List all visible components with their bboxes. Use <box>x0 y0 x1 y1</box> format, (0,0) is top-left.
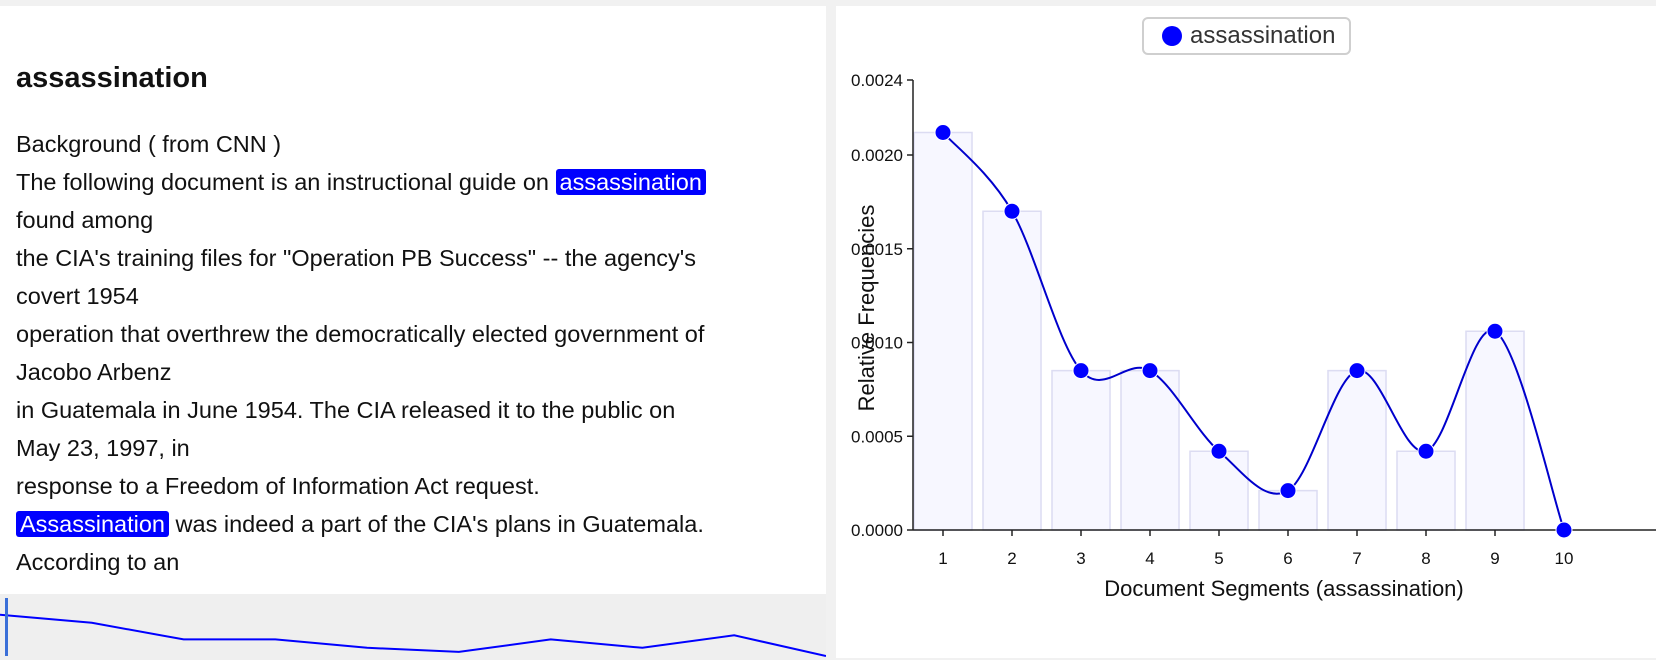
text-span: response to a Freedom of Information Act… <box>16 473 540 499</box>
y-axis-label: Relative Frequencies <box>854 205 879 412</box>
chart-bar <box>1396 450 1456 531</box>
text-span: was indeed a part of the CIA's plans in … <box>169 511 704 537</box>
document-minimap[interactable] <box>0 594 826 660</box>
text-span: Jacobo Arbenz <box>16 359 172 385</box>
document-line: The following document is an instruction… <box>16 163 816 201</box>
x-tick-label: 3 <box>1076 549 1085 568</box>
keyword-highlight[interactable]: assassination <box>555 169 706 195</box>
document-line: Jacobo Arbenz <box>16 353 816 391</box>
data-point <box>1072 362 1090 380</box>
document-line: the CIA's training files for "Operation … <box>16 239 816 277</box>
text-span: in Guatemala in June 1954. The CIA relea… <box>16 397 676 423</box>
data-point <box>1486 322 1504 340</box>
document-line: in Guatemala in June 1954. The CIA relea… <box>16 391 816 429</box>
chart-bar <box>982 210 1042 531</box>
legend-label: assassination <box>1190 22 1336 49</box>
text-span: found among <box>16 207 154 233</box>
x-tick-label: 5 <box>1214 549 1223 568</box>
y-tick-label: 0.0024 <box>851 71 903 90</box>
data-point <box>934 124 952 141</box>
chart-bar <box>913 131 973 531</box>
document-line: operation that overthrew the democratica… <box>16 315 816 353</box>
document-panel: assassination Background ( from CNN ) The… <box>0 6 826 660</box>
y-tick-label: 0.0020 <box>851 146 903 165</box>
document-line: May 23, 1997, in <box>16 429 816 467</box>
data-point <box>1417 442 1435 460</box>
x-axis-label: Document Segments (assassination) <box>1104 576 1464 601</box>
x-tick-label: 2 <box>1007 549 1016 568</box>
data-point <box>1003 202 1021 220</box>
text-span: operation that overthrew the democratica… <box>16 321 705 347</box>
data-point <box>1348 362 1366 380</box>
circle-marker-icon <box>1162 26 1182 46</box>
minimap-position-handle[interactable] <box>5 598 8 656</box>
text-span: Background ( from CNN ) <box>16 131 282 157</box>
document-text: Background ( from CNN ) The following doc… <box>16 125 816 581</box>
chart-bar <box>1465 330 1525 531</box>
text-span: According to an <box>16 549 180 575</box>
x-tick-label: 4 <box>1145 549 1154 568</box>
data-point <box>1141 362 1159 380</box>
data-point <box>1279 482 1297 500</box>
data-point <box>1210 442 1228 460</box>
document-line: covert 1954 <box>16 277 816 315</box>
y-tick-label: 0.0000 <box>851 521 903 540</box>
y-tick-label: 0.0015 <box>851 240 903 259</box>
x-tick-label: 1 <box>938 549 947 568</box>
keyword-highlight[interactable]: Assassination <box>16 511 169 537</box>
y-tick-label: 0.0010 <box>851 334 903 353</box>
text-span: covert 1954 <box>16 283 139 309</box>
chart-panel: assassination 0.0000 0.0005 0.0010 0.0015 0.… <box>836 6 1656 658</box>
document-title: assassination <box>16 62 208 94</box>
document-line: response to a Freedom of Information Act… <box>16 467 816 505</box>
data-point <box>1555 521 1573 539</box>
document-line: Background ( from CNN ) <box>16 125 816 163</box>
x-tick-label: 6 <box>1283 549 1292 568</box>
minimap-trend-line[interactable] <box>0 594 826 660</box>
text-span: May 23, 1997, in <box>16 435 190 461</box>
relative-frequency-chart: 0.0000 0.0005 0.0010 0.0015 0.0020 0.0024 1 2 3 4… <box>851 71 1656 601</box>
chart-bar <box>1051 369 1111 531</box>
minimap-line <box>0 613 826 657</box>
document-line: found among <box>16 201 816 239</box>
x-tick-label: 10 <box>1555 549 1574 568</box>
y-tick-label: 0.0005 <box>851 427 903 446</box>
chart-bar <box>1120 369 1180 531</box>
chart-legend[interactable]: assassination <box>1142 17 1352 55</box>
x-tick-label: 7 <box>1352 549 1361 568</box>
x-tick-label: 9 <box>1490 549 1499 568</box>
document-line: According to an <box>16 543 816 581</box>
chart-bar <box>1189 450 1249 531</box>
document-line: Assassination was indeed a part of the C… <box>16 505 816 543</box>
x-tick-label: 8 <box>1421 549 1430 568</box>
text-span: The following document is an instruction… <box>16 169 556 195</box>
text-span: the CIA's training files for "Operation … <box>16 245 697 271</box>
